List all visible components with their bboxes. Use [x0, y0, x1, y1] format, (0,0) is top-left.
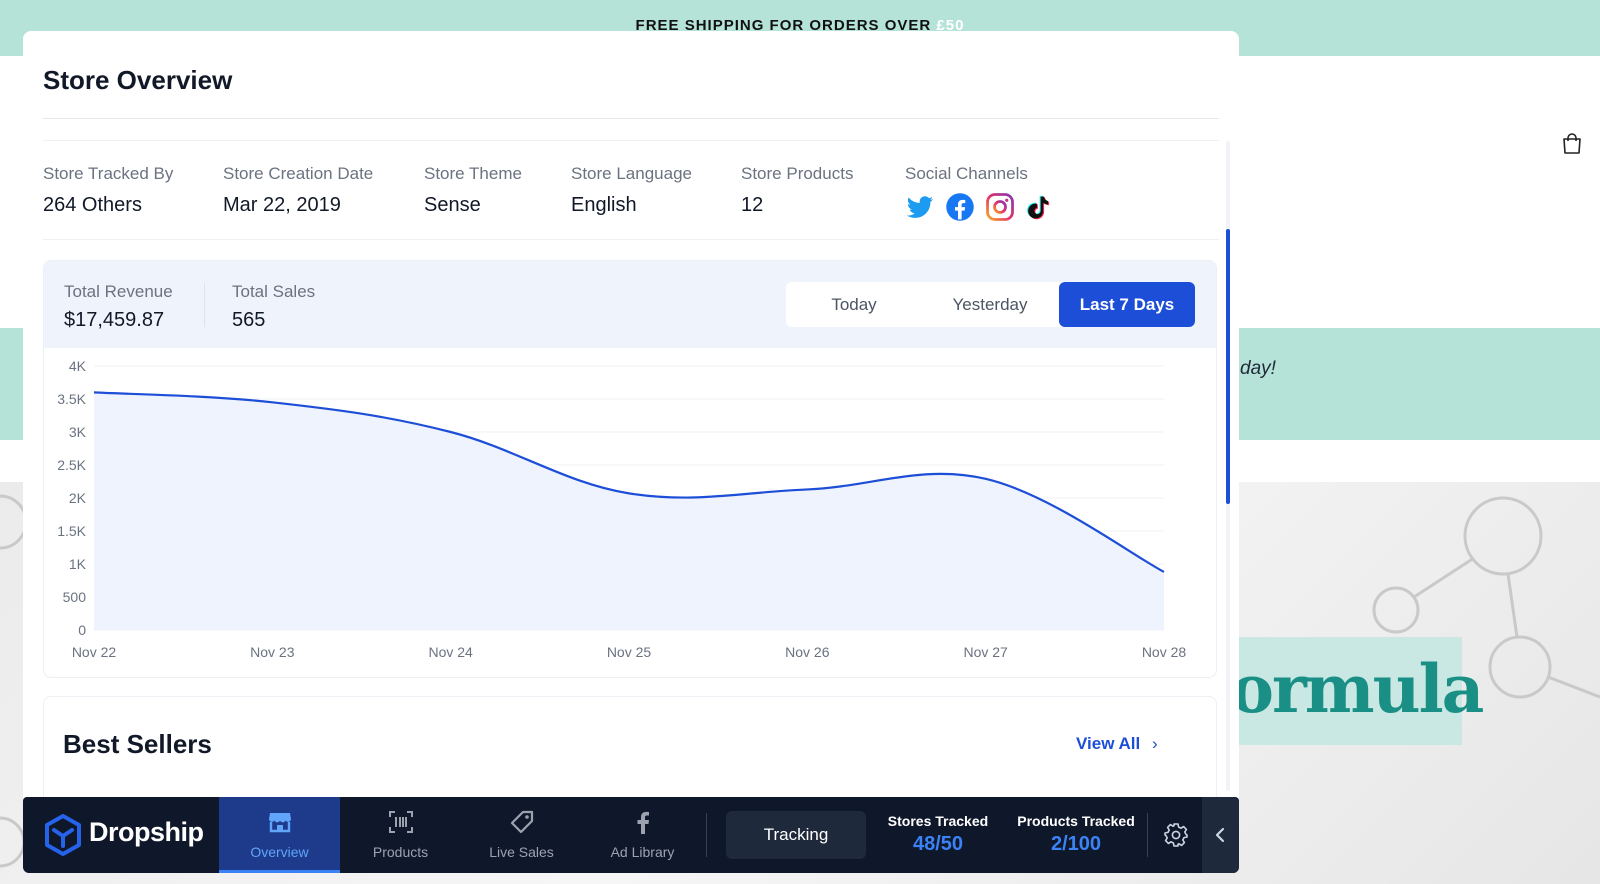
y-tick-label: 4K	[69, 358, 87, 374]
extension-toolbar: Dropship Overview Products Live Sales Ad…	[23, 797, 1239, 873]
stores-tracked-label: Stores Tracked	[887, 813, 989, 829]
tab-label: Overview	[250, 844, 309, 860]
scrollbar[interactable]	[1226, 141, 1230, 791]
divider	[1147, 813, 1148, 857]
stats-header: Total Revenue $17,459.87 Total Sales 565…	[44, 261, 1216, 348]
date-range-selector: Today Yesterday Last 7 Days	[786, 282, 1195, 327]
divider	[204, 283, 205, 327]
info-value: English	[571, 194, 637, 216]
y-tick-label: 500	[63, 589, 87, 605]
x-tick-label: Nov 24	[428, 644, 473, 660]
info-label: Store Tracked By	[43, 164, 174, 183]
store-icon	[269, 813, 291, 833]
divider	[43, 140, 1219, 141]
range-last-7-days-button[interactable]: Last 7 Days	[1059, 282, 1195, 327]
total-sales-value: 565	[232, 309, 266, 331]
revenue-stats-card: Total Revenue $17,459.87 Total Sales 565…	[43, 260, 1217, 678]
info-store-products: Store Products 12	[741, 164, 853, 217]
tiktok-icon[interactable]	[1025, 192, 1055, 222]
total-revenue-label: Total Revenue	[64, 282, 173, 301]
store-overview-panel: Store Overview Store Tracked By 264 Othe…	[23, 31, 1239, 801]
stores-tracked: Stores Tracked 48/50	[868, 813, 1008, 856]
revenue-area-fill	[94, 392, 1164, 630]
promo-band-text: day!	[1240, 358, 1276, 379]
scrollbar-thumb[interactable]	[1226, 229, 1230, 504]
tab-label: Products	[372, 844, 429, 860]
view-all-link[interactable]: View All	[1076, 734, 1141, 753]
cart-icon[interactable]	[1561, 133, 1583, 155]
y-tick-label: 3K	[69, 424, 87, 440]
best-sellers-card: Best Sellers View All ›	[43, 696, 1217, 801]
y-tick-label: 0	[78, 622, 86, 638]
tab-live-sales[interactable]: Live Sales	[461, 797, 582, 873]
info-store-creation-date: Store Creation Date Mar 22, 2019	[223, 164, 373, 217]
info-label: Store Creation Date	[223, 164, 374, 183]
tracking-button[interactable]: Tracking	[726, 811, 866, 859]
instagram-icon[interactable]	[985, 192, 1015, 222]
info-value: Sense	[424, 194, 481, 216]
divider	[43, 239, 1219, 240]
info-label: Social Channels	[905, 164, 1028, 183]
info-value: 264 Others	[43, 194, 142, 216]
products-tracked-value: 2/100	[1050, 833, 1102, 855]
y-tick-label: 3.5K	[57, 391, 86, 407]
hero-text: ormula	[1230, 650, 1484, 728]
page-title: Store Overview	[43, 65, 233, 95]
hero-text-backdrop	[1234, 637, 1462, 745]
facebook-icon[interactable]	[945, 192, 975, 222]
divider	[706, 813, 707, 857]
tab-label: Ad Library	[610, 844, 675, 860]
facebook-icon	[637, 811, 649, 834]
tab-label: Live Sales	[489, 844, 554, 860]
y-tick-label: 1.5K	[57, 523, 86, 539]
info-store-theme: Store Theme Sense	[424, 164, 522, 217]
twitter-icon[interactable]	[905, 192, 935, 222]
divider	[43, 118, 1219, 119]
tab-ad-library[interactable]: Ad Library	[582, 797, 703, 873]
range-yesterday-button[interactable]: Yesterday	[952, 295, 1028, 314]
products-tracked: Products Tracked 2/100	[1006, 813, 1146, 856]
products-tracked-label: Products Tracked	[1017, 813, 1135, 829]
y-tick-label: 1K	[69, 556, 87, 572]
x-tick-label: Nov 22	[72, 644, 117, 660]
y-tick-label: 2K	[69, 490, 87, 506]
x-tick-label: Nov 27	[963, 644, 1008, 660]
stores-tracked-value: 48/50	[912, 833, 964, 855]
y-tick-label: 2.5K	[57, 457, 86, 473]
info-store-language: Store Language English	[571, 164, 692, 217]
info-label: Store Language	[571, 164, 692, 183]
info-label: Store Theme	[424, 164, 522, 183]
x-tick-label: Nov 23	[250, 644, 295, 660]
total-sales: Total Sales 565	[232, 282, 315, 332]
tab-products[interactable]: Products	[340, 797, 461, 873]
info-store-tracked-by: Store Tracked By 264 Others	[43, 164, 173, 217]
gear-icon[interactable]	[1163, 822, 1189, 848]
x-tick-label: Nov 28	[1142, 644, 1187, 660]
info-social-channels: Social Channels	[905, 164, 1055, 222]
best-sellers-title: Best Sellers	[63, 729, 212, 759]
x-tick-label: Nov 25	[607, 644, 652, 660]
info-value: Mar 22, 2019	[223, 194, 341, 216]
dropship-logo-icon	[45, 814, 81, 856]
info-label: Store Products	[741, 164, 854, 183]
x-tick-label: Nov 26	[785, 644, 830, 660]
chevron-right-icon[interactable]: ›	[1152, 734, 1158, 753]
announcement-text: FREE SHIPPING FOR ORDERS OVER £50	[635, 17, 965, 34]
collapse-toolbar-button[interactable]	[1202, 797, 1239, 873]
range-today-button[interactable]: Today	[831, 295, 877, 314]
social-icons	[905, 192, 1055, 222]
brand-name: Dropship	[89, 817, 204, 847]
info-value: 12	[741, 194, 764, 216]
total-sales-label: Total Sales	[232, 282, 316, 301]
total-revenue: Total Revenue $17,459.87	[64, 282, 173, 332]
chevron-left-icon	[1215, 827, 1225, 843]
total-revenue-value: $17,459.87	[64, 309, 165, 331]
tab-overview[interactable]: Overview	[219, 797, 340, 873]
tag-icon	[510, 810, 534, 834]
barcode-scan-icon	[389, 811, 413, 833]
revenue-line-chart: 0 500 1K 1.5K 2K 2.5K 3K 3.5K 4K Nov 22 Nov 23 Nov …	[57, 358, 1187, 660]
